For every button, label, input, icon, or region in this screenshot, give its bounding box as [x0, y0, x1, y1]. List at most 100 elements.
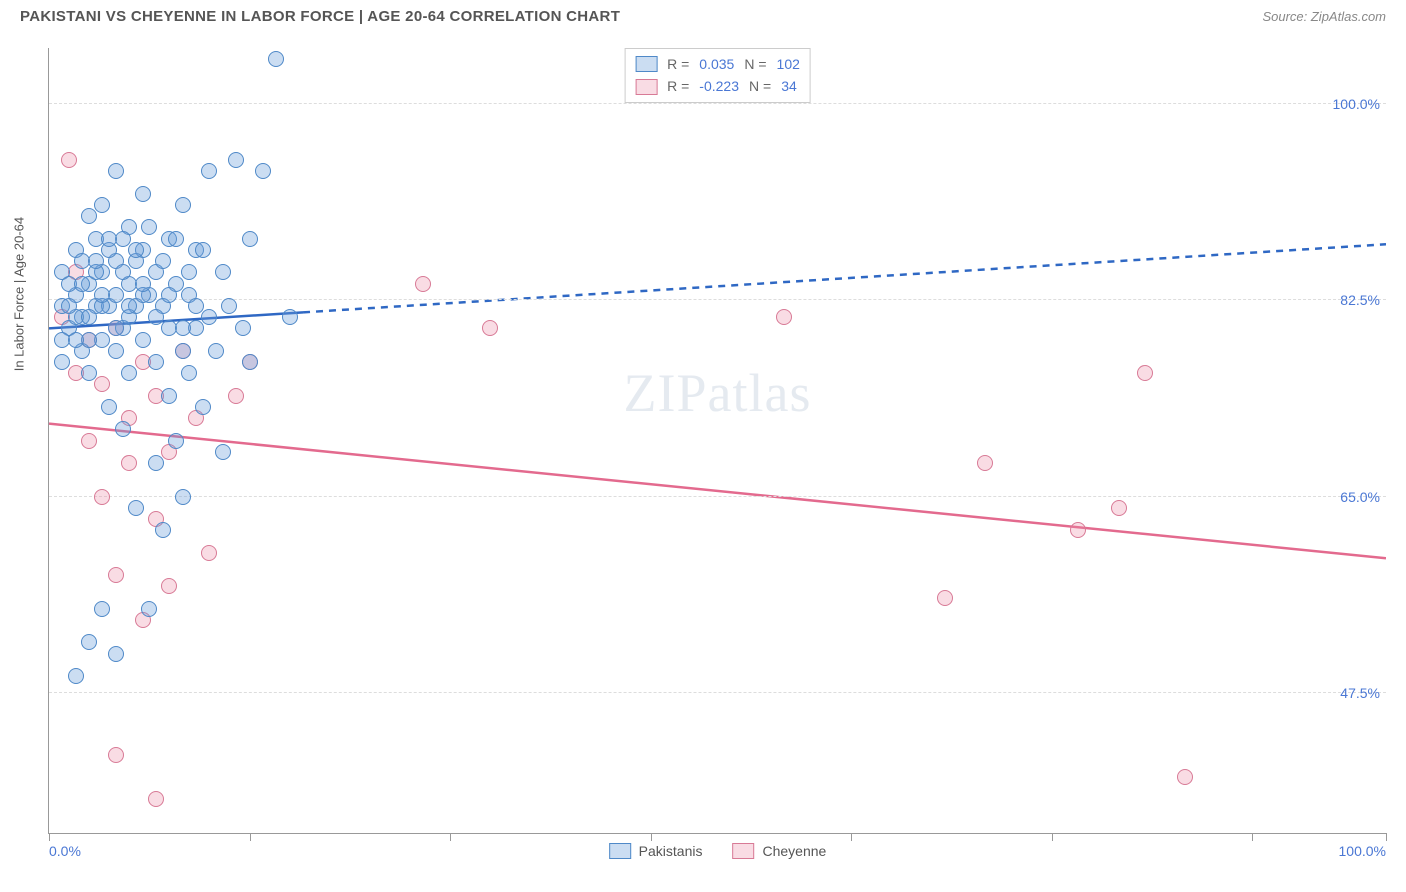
point-pakistanis [68, 668, 84, 684]
point-pakistanis [74, 276, 90, 292]
point-pakistanis [255, 163, 271, 179]
y-tick-label: 82.5% [1340, 292, 1380, 308]
legend-stats: R = 0.035 N = 102 R = -0.223 N = 34 [624, 48, 811, 103]
point-pakistanis [115, 264, 131, 280]
point-cheyenne [1177, 769, 1193, 785]
point-cheyenne [121, 455, 137, 471]
point-pakistanis [195, 242, 211, 258]
point-pakistanis [135, 186, 151, 202]
point-cheyenne [94, 489, 110, 505]
point-pakistanis [108, 163, 124, 179]
point-pakistanis [121, 365, 137, 381]
point-pakistanis [81, 309, 97, 325]
n-label: N = [749, 75, 771, 97]
point-pakistanis [168, 433, 184, 449]
x-tick [651, 833, 652, 841]
r-value-a: 0.035 [699, 53, 734, 75]
point-cheyenne [108, 567, 124, 583]
gridline [49, 692, 1386, 693]
point-cheyenne [108, 747, 124, 763]
r-label: R = [667, 75, 689, 97]
point-pakistanis [155, 522, 171, 538]
point-pakistanis [228, 152, 244, 168]
plot-area: In Labor Force | Age 20-64 ZIPatlas R = … [48, 48, 1386, 834]
point-cheyenne [482, 320, 498, 336]
point-pakistanis [128, 242, 144, 258]
point-cheyenne [1137, 365, 1153, 381]
point-pakistanis [208, 343, 224, 359]
y-axis-title: In Labor Force | Age 20-64 [12, 216, 27, 370]
x-tick [250, 833, 251, 841]
point-cheyenne [776, 309, 792, 325]
point-pakistanis [215, 444, 231, 460]
point-pakistanis [148, 455, 164, 471]
x-tick [1052, 833, 1053, 841]
point-cheyenne [61, 152, 77, 168]
point-pakistanis [188, 298, 204, 314]
point-pakistanis [61, 298, 77, 314]
point-pakistanis [175, 489, 191, 505]
point-cheyenne [81, 433, 97, 449]
legend-label-cheyenne: Cheyenne [762, 843, 826, 859]
point-pakistanis [108, 343, 124, 359]
watermark-pre: ZIP [624, 363, 708, 423]
point-pakistanis [201, 309, 217, 325]
r-value-b: -0.223 [699, 75, 739, 97]
r-label: R = [667, 53, 689, 75]
point-pakistanis [121, 298, 137, 314]
x-axis-max-label: 100.0% [1339, 843, 1386, 859]
point-pakistanis [242, 354, 258, 370]
point-pakistanis [282, 309, 298, 325]
x-tick [851, 833, 852, 841]
legend-series: Pakistanis Cheyenne [609, 843, 827, 859]
chart-source: Source: ZipAtlas.com [1262, 9, 1386, 24]
x-tick [1386, 833, 1387, 841]
x-tick [49, 833, 50, 841]
point-pakistanis [101, 231, 117, 247]
point-pakistanis [88, 253, 104, 269]
point-cheyenne [1070, 522, 1086, 538]
point-pakistanis [235, 320, 251, 336]
point-pakistanis [94, 287, 110, 303]
n-value-a: 102 [777, 53, 800, 75]
point-pakistanis [161, 388, 177, 404]
watermark-post: atlas [708, 363, 812, 423]
legend-item-pakistanis: Pakistanis [609, 843, 703, 859]
chart-container: PAKISTANI VS CHEYENNE IN LABOR FORCE | A… [0, 0, 1406, 892]
x-tick [450, 833, 451, 841]
point-pakistanis [108, 320, 124, 336]
n-label: N = [744, 53, 766, 75]
y-tick-label: 100.0% [1333, 96, 1380, 112]
point-cheyenne [228, 388, 244, 404]
legend-item-cheyenne: Cheyenne [732, 843, 826, 859]
swatch-cheyenne [635, 79, 657, 95]
point-pakistanis [181, 264, 197, 280]
legend-label-pakistanis: Pakistanis [639, 843, 703, 859]
legend-stats-row-b: R = -0.223 N = 34 [635, 75, 800, 97]
chart-header: PAKISTANI VS CHEYENNE IN LABOR FORCE | A… [0, 0, 1406, 29]
point-pakistanis [268, 51, 284, 67]
point-pakistanis [128, 500, 144, 516]
gridline [49, 103, 1386, 104]
trend-lines [49, 48, 1386, 833]
point-pakistanis [54, 354, 70, 370]
point-pakistanis [161, 287, 177, 303]
point-pakistanis [94, 601, 110, 617]
point-cheyenne [977, 455, 993, 471]
point-pakistanis [135, 276, 151, 292]
point-pakistanis [215, 264, 231, 280]
point-cheyenne [201, 545, 217, 561]
point-pakistanis [221, 298, 237, 314]
point-pakistanis [148, 354, 164, 370]
gridline [49, 496, 1386, 497]
point-pakistanis [141, 219, 157, 235]
point-pakistanis [175, 197, 191, 213]
point-pakistanis [181, 365, 197, 381]
chart-title: PAKISTANI VS CHEYENNE IN LABOR FORCE | A… [20, 8, 620, 25]
point-pakistanis [155, 253, 171, 269]
watermark: ZIPatlas [624, 362, 812, 424]
point-cheyenne [94, 376, 110, 392]
point-pakistanis [168, 231, 184, 247]
point-cheyenne [415, 276, 431, 292]
swatch-pakistanis [609, 843, 631, 859]
